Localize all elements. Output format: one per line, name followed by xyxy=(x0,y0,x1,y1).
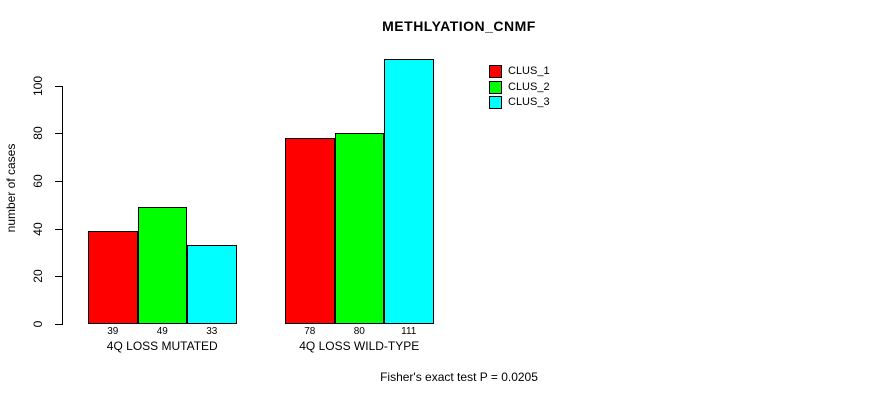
bar-clus_1-2 xyxy=(285,137,335,324)
y-tick-label: 0 xyxy=(31,320,45,328)
bar-value-label: 80 xyxy=(353,326,365,337)
bar-value-label: 78 xyxy=(304,326,316,337)
bar-value-label: 33 xyxy=(206,326,218,337)
legend-item-clus1: CLUS_1 xyxy=(489,65,550,78)
y-tick-mark xyxy=(55,324,62,325)
bar-clus_1-1 xyxy=(88,230,138,324)
legend: CLUS_1 CLUS_2 CLUS_3 xyxy=(489,65,550,112)
y-tick-label: 40 xyxy=(31,221,45,236)
y-tick-label: 80 xyxy=(31,126,45,140)
bar-clus_2-1 xyxy=(137,207,187,324)
legend-swatch-clus2 xyxy=(489,80,502,94)
y-tick-mark xyxy=(55,85,62,87)
legend-item-clus3: CLUS_3 xyxy=(489,96,550,109)
annotation-fishers-test: Fisher's exact test P = 0.0205 xyxy=(380,370,538,384)
legend-swatch-clus1 xyxy=(489,65,502,78)
legend-swatch-clus3 xyxy=(489,96,502,109)
category-label: 4Q LOSS WILD-TYPE xyxy=(299,339,420,353)
y-tick-label: 60 xyxy=(31,174,45,188)
y-tick-label: 100 xyxy=(31,75,45,96)
y-axis-line xyxy=(62,85,63,325)
legend-label-clus2: CLUS_2 xyxy=(508,80,550,93)
chart-title: METHLYATION_CNMF xyxy=(382,18,536,34)
bar-clus_3-1 xyxy=(187,245,237,324)
y-axis-title: number of cases xyxy=(4,143,18,233)
legend-label-clus3: CLUS_3 xyxy=(508,96,550,108)
y-tick-mark xyxy=(55,180,62,182)
y-tick-label: 20 xyxy=(31,269,45,283)
legend-label-clus1: CLUS_1 xyxy=(508,65,550,77)
legend-item-clus2: CLUS_2 xyxy=(489,80,550,94)
bar-value-label: 111 xyxy=(401,326,417,337)
y-tick-mark xyxy=(55,133,62,135)
category-label: 4Q LOSS MUTATED xyxy=(106,339,218,353)
bar-value-label: 39 xyxy=(107,326,119,337)
y-tick-mark xyxy=(55,228,62,230)
y-tick-mark xyxy=(55,276,62,278)
bar-value-label: 49 xyxy=(156,326,168,337)
bar-clus_2-2 xyxy=(334,133,384,324)
bar-clus_3-2 xyxy=(384,59,434,324)
